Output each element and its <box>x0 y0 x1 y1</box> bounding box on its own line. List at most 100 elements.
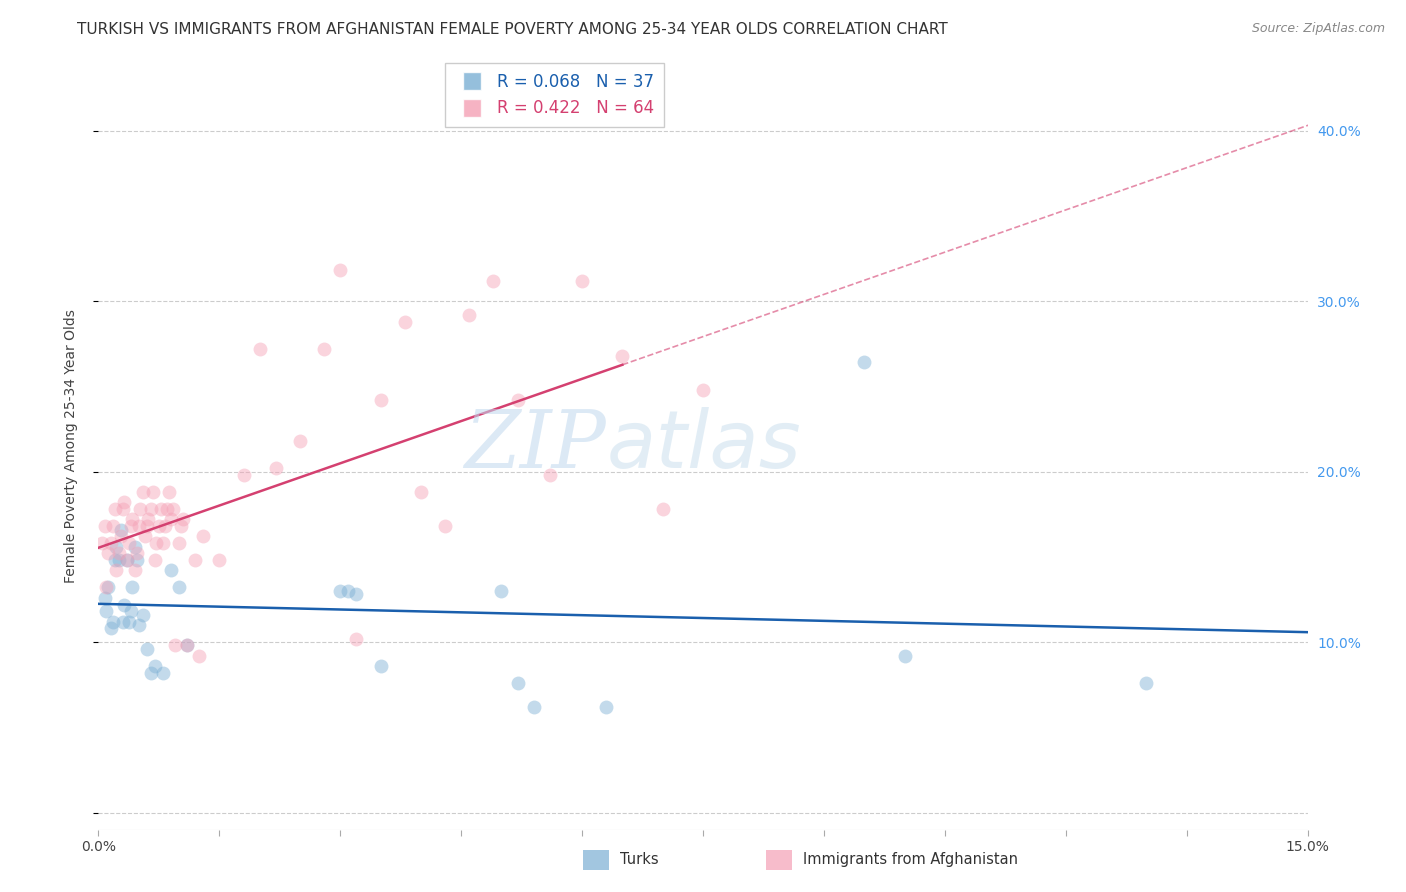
Point <box>127 546 149 560</box>
Point <box>169 519 191 533</box>
Point <box>105 564 128 578</box>
Point <box>105 540 128 554</box>
Point <box>176 639 198 653</box>
Point <box>523 699 546 714</box>
Point <box>135 519 157 533</box>
Point <box>160 564 183 578</box>
Point <box>107 553 129 567</box>
Point <box>112 495 135 509</box>
Point <box>115 553 138 567</box>
Point <box>157 485 180 500</box>
Point <box>188 648 211 663</box>
Point <box>118 615 141 629</box>
Text: ZIP: ZIP <box>464 408 606 484</box>
Point <box>103 502 125 516</box>
Point <box>314 342 336 356</box>
Point <box>156 502 179 516</box>
Point <box>127 553 149 567</box>
Point <box>184 553 207 567</box>
Point <box>103 553 125 567</box>
Point <box>163 639 186 653</box>
Point <box>409 485 432 500</box>
Text: Source: ZipAtlas.com: Source: ZipAtlas.com <box>1251 22 1385 36</box>
Point <box>124 564 146 578</box>
Point <box>329 583 352 598</box>
Point <box>101 615 124 629</box>
Point <box>394 314 416 328</box>
Point <box>208 553 231 567</box>
Point <box>96 604 118 618</box>
Point <box>97 581 120 595</box>
Text: Immigrants from Afghanistan: Immigrants from Afghanistan <box>803 853 1018 867</box>
Point <box>115 553 138 567</box>
Point <box>120 519 142 533</box>
Point <box>138 512 160 526</box>
Point <box>172 512 194 526</box>
Point <box>100 621 122 635</box>
Point <box>595 699 617 714</box>
Point <box>162 502 184 516</box>
Point <box>434 519 457 533</box>
Point <box>458 308 481 322</box>
Point <box>97 546 120 560</box>
Point <box>249 342 271 356</box>
Point <box>370 659 392 673</box>
Point <box>337 583 360 598</box>
Point <box>571 274 593 288</box>
Point <box>145 536 167 550</box>
Point <box>135 641 157 656</box>
Legend: R = 0.068   N = 37, R = 0.422   N = 64: R = 0.068 N = 37, R = 0.422 N = 64 <box>446 63 664 128</box>
Text: Turks: Turks <box>620 853 658 867</box>
Point <box>853 355 876 369</box>
Point <box>232 467 254 482</box>
Point <box>121 581 143 595</box>
Point <box>143 553 166 567</box>
Point <box>152 665 174 680</box>
Point <box>344 632 367 646</box>
Point <box>111 502 134 516</box>
Point <box>139 665 162 680</box>
Point <box>506 392 529 407</box>
Point <box>110 523 132 537</box>
Point <box>132 607 155 622</box>
Point <box>692 383 714 397</box>
Point <box>107 546 129 560</box>
Point <box>193 529 215 543</box>
Point <box>120 604 142 618</box>
Point <box>538 467 561 482</box>
Point <box>167 581 190 595</box>
Point <box>100 536 122 550</box>
Text: atlas: atlas <box>606 407 801 485</box>
Point <box>111 615 134 629</box>
Point <box>134 529 156 543</box>
Point <box>139 502 162 516</box>
Point <box>612 349 634 363</box>
Point <box>153 519 176 533</box>
Point <box>94 519 117 533</box>
Point <box>91 536 114 550</box>
Point <box>124 540 146 554</box>
Point <box>112 598 135 612</box>
Point <box>264 461 287 475</box>
Point <box>143 659 166 673</box>
Y-axis label: Female Poverty Among 25-34 Year Olds: Female Poverty Among 25-34 Year Olds <box>63 309 77 583</box>
Point <box>344 587 367 601</box>
Point <box>288 434 311 448</box>
Point <box>96 581 118 595</box>
Point <box>121 512 143 526</box>
Point <box>148 519 170 533</box>
Text: TURKISH VS IMMIGRANTS FROM AFGHANISTAN FEMALE POVERTY AMONG 25-34 YEAR OLDS CORR: TURKISH VS IMMIGRANTS FROM AFGHANISTAN F… <box>77 22 948 37</box>
Point <box>651 502 673 516</box>
Point <box>491 583 513 598</box>
Point <box>329 263 352 277</box>
Point <box>101 519 124 533</box>
Point <box>152 536 174 550</box>
Point <box>142 485 165 500</box>
Point <box>150 502 173 516</box>
Point <box>94 591 117 605</box>
Point <box>482 274 505 288</box>
Point <box>506 676 529 690</box>
Point <box>132 485 155 500</box>
Point <box>1135 676 1157 690</box>
Point <box>128 519 150 533</box>
